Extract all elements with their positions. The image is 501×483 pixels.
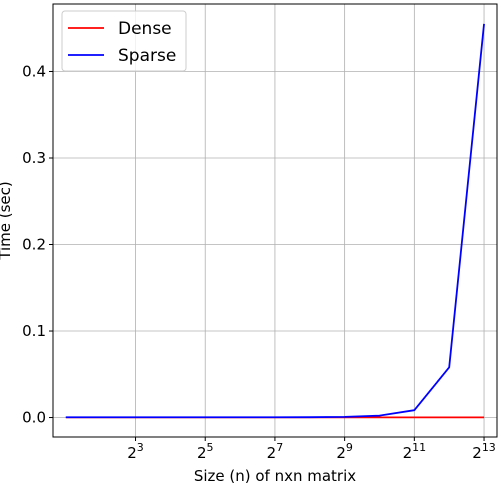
y-tick-label: 0.3: [22, 149, 46, 167]
y-tick-label: 0.2: [22, 236, 46, 254]
legend-label-dense: Dense: [118, 19, 172, 39]
x-axis-label: Size (n) of nxn matrix: [194, 467, 356, 483]
x-tick-label: 25: [197, 441, 214, 462]
series-lines: [65, 23, 485, 419]
x-tick-label: 213: [472, 441, 496, 462]
legend-box: [61, 10, 187, 72]
series-line-sparse: [65, 23, 485, 419]
y-axis-label: Time (sec): [0, 181, 14, 260]
legend-label-sparse: Sparse: [118, 46, 176, 66]
x-tick-label: 211: [403, 441, 427, 462]
y-tick-label: 0.1: [22, 322, 46, 340]
axis-ticks: 23 25 27 29 211 213 0.0 0.1 0.2 0.3 0.4: [22, 62, 496, 462]
y-tick-label: 0.0: [22, 409, 46, 427]
x-tick-label: 23: [127, 441, 144, 462]
x-tick-label: 29: [336, 441, 353, 462]
y-tick-label: 0.4: [22, 62, 46, 80]
x-tick-label: 27: [267, 441, 284, 462]
legend: Dense Sparse: [61, 10, 187, 72]
